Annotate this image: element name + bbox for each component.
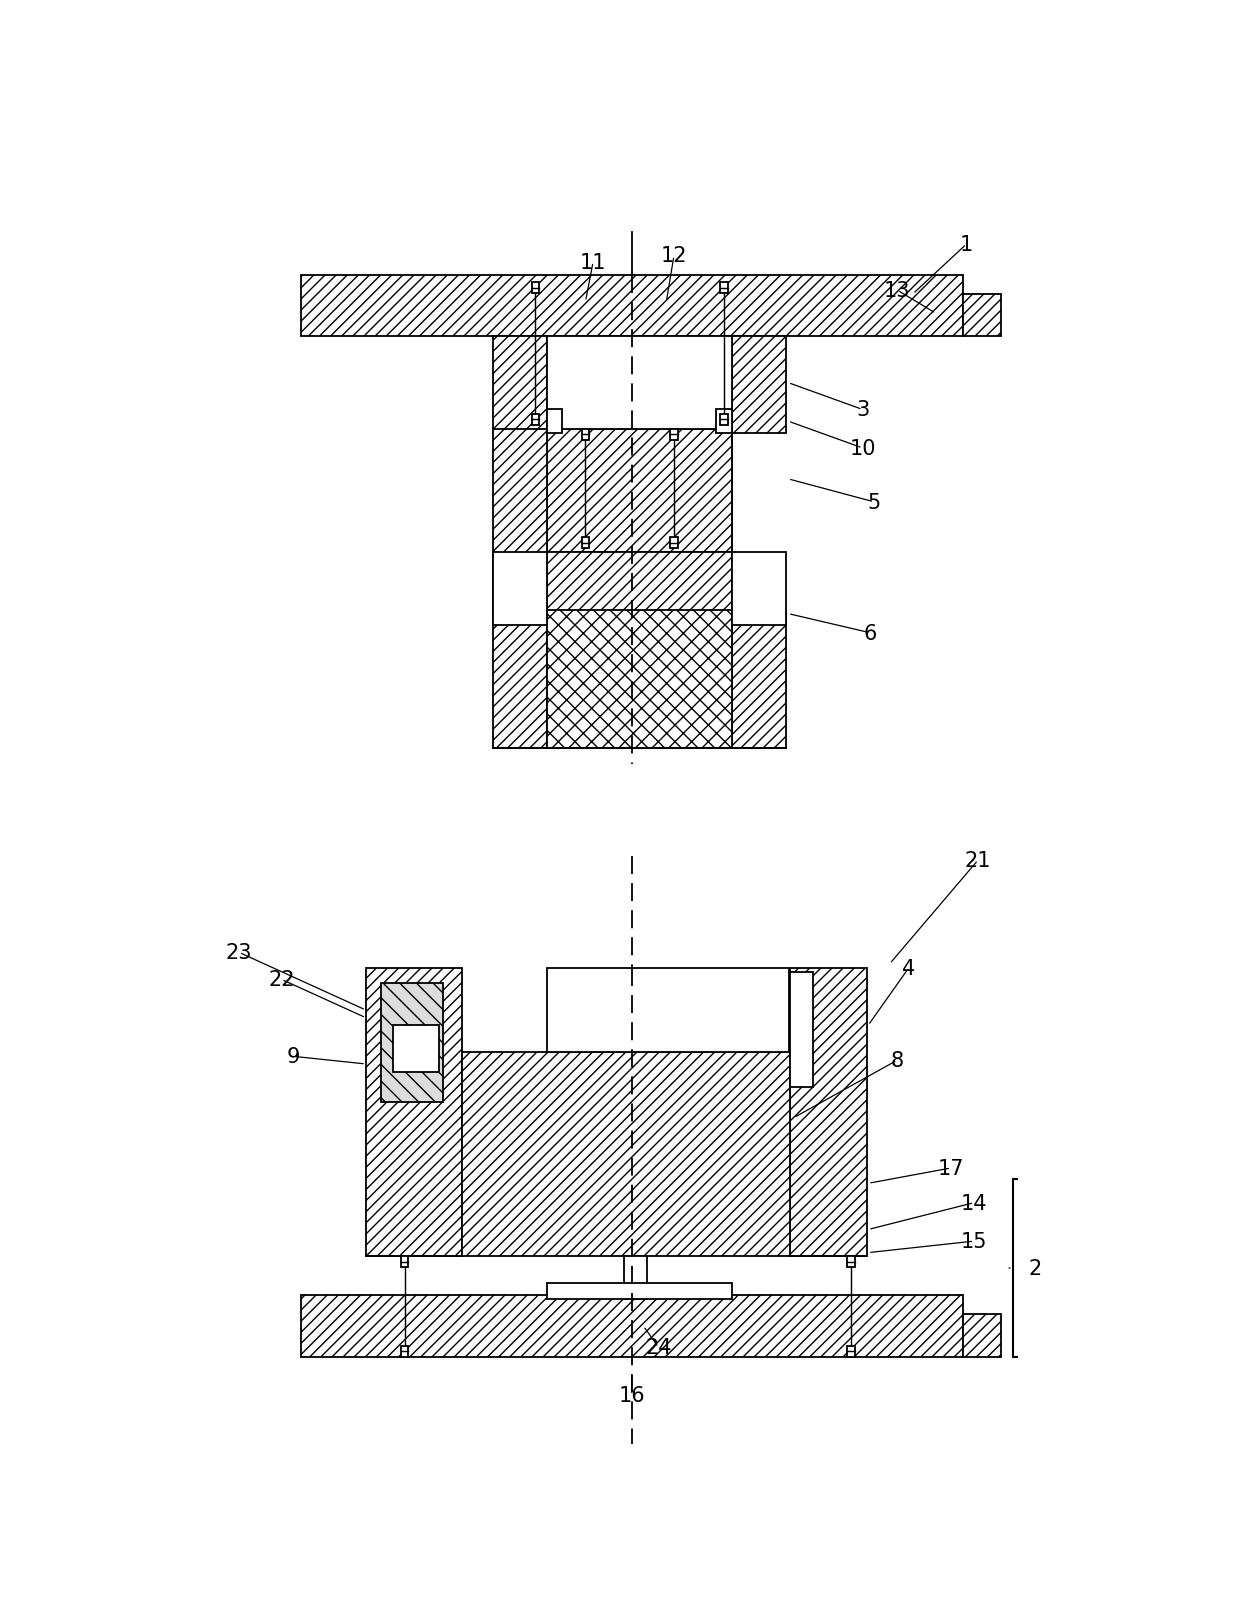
- Text: 5: 5: [868, 492, 880, 513]
- Bar: [547, 411, 563, 433]
- Bar: [401, 1345, 408, 1357]
- Bar: [494, 338, 547, 433]
- Text: 17: 17: [937, 1159, 965, 1178]
- Text: 11: 11: [580, 253, 606, 273]
- Bar: [720, 284, 728, 294]
- Text: 21: 21: [965, 850, 992, 870]
- Text: 9: 9: [286, 1047, 300, 1066]
- Bar: [494, 430, 547, 626]
- Bar: [732, 552, 786, 626]
- Bar: [382, 984, 443, 1102]
- Bar: [717, 411, 732, 433]
- Text: 3: 3: [856, 401, 869, 420]
- Bar: [732, 338, 786, 433]
- Bar: [962, 295, 1001, 338]
- Bar: [393, 1026, 439, 1073]
- Bar: [547, 1284, 732, 1298]
- Text: 14: 14: [961, 1193, 987, 1212]
- Text: 6: 6: [864, 623, 877, 643]
- Text: 24: 24: [645, 1337, 672, 1357]
- Text: 22: 22: [268, 969, 295, 990]
- Text: 12: 12: [661, 247, 687, 266]
- Bar: [670, 430, 678, 440]
- Text: 13: 13: [884, 281, 910, 300]
- Text: 2: 2: [1028, 1258, 1042, 1279]
- Bar: [401, 1256, 408, 1268]
- Text: 1: 1: [960, 235, 973, 255]
- Bar: [300, 1295, 962, 1357]
- Bar: [582, 537, 589, 549]
- Bar: [494, 552, 547, 626]
- Bar: [366, 969, 463, 1256]
- Text: 15: 15: [961, 1232, 987, 1251]
- Bar: [962, 1315, 1001, 1357]
- Bar: [547, 430, 732, 552]
- Bar: [670, 537, 678, 549]
- Bar: [790, 969, 867, 1256]
- Bar: [494, 610, 547, 748]
- Bar: [720, 415, 728, 425]
- Bar: [532, 284, 539, 294]
- Text: 10: 10: [849, 438, 875, 459]
- Text: 4: 4: [903, 958, 915, 979]
- Text: 23: 23: [226, 943, 252, 962]
- Text: 16: 16: [619, 1384, 645, 1406]
- Bar: [790, 972, 812, 1087]
- Bar: [532, 415, 539, 425]
- Bar: [463, 1053, 790, 1256]
- Bar: [624, 1256, 647, 1298]
- Bar: [300, 276, 962, 338]
- Bar: [847, 1345, 854, 1357]
- Bar: [547, 610, 732, 748]
- Text: 8: 8: [890, 1050, 904, 1071]
- Bar: [547, 552, 732, 626]
- Bar: [547, 969, 790, 1053]
- Bar: [582, 430, 589, 440]
- Bar: [732, 610, 786, 748]
- Bar: [547, 338, 732, 430]
- Bar: [847, 1256, 854, 1268]
